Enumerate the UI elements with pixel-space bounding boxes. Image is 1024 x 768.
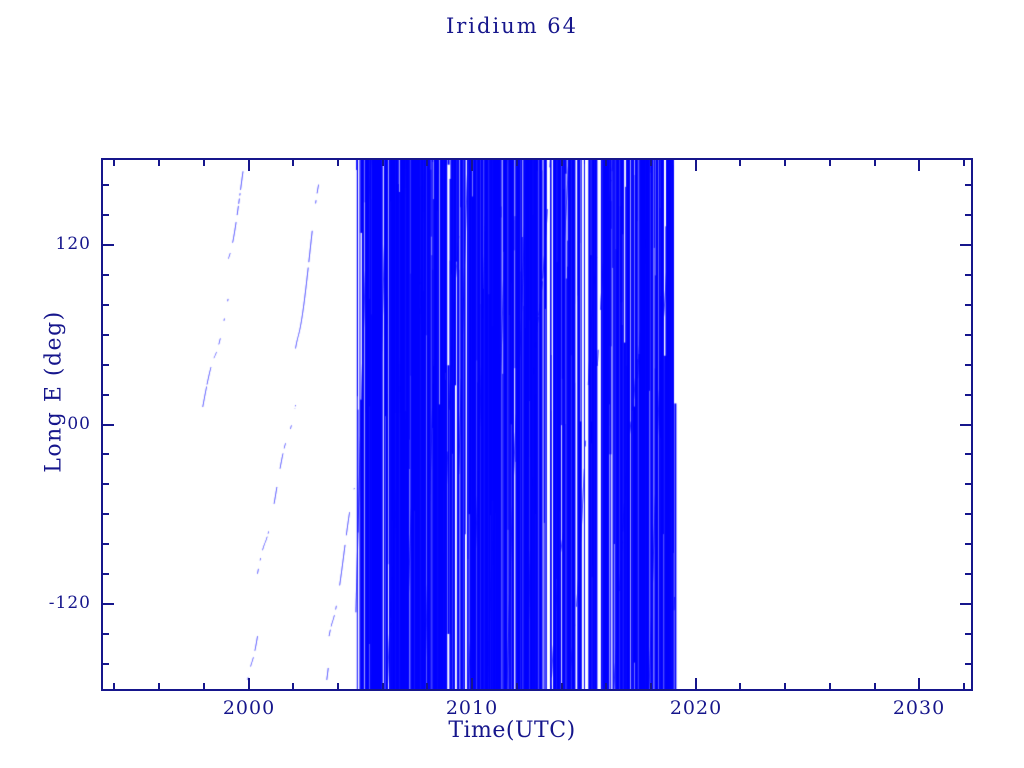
x-tick-top-2028	[874, 158, 876, 166]
x-tick-bottom-2018	[650, 683, 652, 691]
y-tick-right--20	[965, 453, 973, 455]
x-tick-label-2020: 2020	[669, 697, 723, 719]
page-title: Iridium 64	[445, 14, 579, 38]
y-tick-right--60	[965, 513, 973, 515]
x-tick-bottom-2004	[337, 683, 339, 691]
y-tick-right--40	[965, 483, 973, 485]
x-tick-top-2000	[248, 158, 250, 171]
y-tick-right--160	[965, 663, 973, 665]
x-tick-bottom-1998	[203, 683, 205, 691]
x-tick-top-2012	[516, 158, 518, 166]
x-tick-top-1994	[113, 158, 115, 166]
x-tick-bottom-1996	[158, 683, 160, 691]
y-tick-right-20	[965, 394, 973, 396]
x-tick-top-1996	[158, 158, 160, 166]
series-plot-canvas	[103, 160, 971, 689]
x-tick-label-2000: 2000	[222, 697, 276, 719]
y-tick--40	[101, 483, 109, 485]
y-tick-120	[101, 244, 114, 246]
y-tick-right-100	[965, 274, 973, 276]
x-tick-top-2014	[561, 158, 563, 166]
x-tick-bottom-2022	[739, 683, 741, 691]
x-tick-bottom-1994	[113, 683, 115, 691]
x-tick-bottom-2014	[561, 683, 563, 691]
x-tick-bottom-2028	[874, 683, 876, 691]
y-tick-right--100	[965, 573, 973, 575]
x-tick-bottom-2010	[471, 678, 473, 691]
y-tick--80	[101, 543, 109, 545]
x-tick-top-2022	[739, 158, 741, 166]
x-tick-bottom-2016	[605, 683, 607, 691]
x-tick-top-2004	[337, 158, 339, 166]
y-tick-160	[101, 184, 109, 186]
x-tick-top-2020	[695, 158, 697, 171]
y-tick-right-80	[965, 304, 973, 306]
x-tick-bottom-2032	[963, 683, 965, 691]
x-tick-bottom-2024	[784, 683, 786, 691]
y-tick-right-120	[960, 244, 973, 246]
x-tick-top-1998	[203, 158, 205, 166]
x-tick-bottom-2006	[382, 683, 384, 691]
x-tick-bottom-2008	[426, 683, 428, 691]
y-tick-20	[101, 394, 109, 396]
y-tick-80	[101, 304, 109, 306]
y-tick-0	[101, 424, 114, 426]
x-tick-top-2018	[650, 158, 652, 166]
x-tick-bottom-2026	[829, 683, 831, 691]
y-tick--60	[101, 513, 109, 515]
y-axis-title: Long E (deg)	[41, 310, 67, 473]
y-tick-60	[101, 334, 109, 336]
x-tick-top-2030	[918, 158, 920, 171]
y-tick-right--120	[960, 603, 973, 605]
y-tick-40	[101, 364, 109, 366]
x-tick-top-2002	[292, 158, 294, 166]
y-tick-right-140	[965, 214, 973, 216]
y-tick-right-60	[965, 334, 973, 336]
y-tick-right-160	[965, 184, 973, 186]
y-tick-140	[101, 214, 109, 216]
x-tick-top-2016	[605, 158, 607, 166]
y-tick-right-40	[965, 364, 973, 366]
y-tick-right--140	[965, 633, 973, 635]
x-tick-top-2006	[382, 158, 384, 166]
x-tick-top-2008	[426, 158, 428, 166]
x-tick-bottom-2030	[918, 678, 920, 691]
x-tick-bottom-2020	[695, 678, 697, 691]
y-tick--120	[101, 603, 114, 605]
x-tick-bottom-2012	[516, 683, 518, 691]
x-tick-bottom-2000	[248, 678, 250, 691]
x-tick-top-2024	[784, 158, 786, 166]
y-tick-label--120: -120	[48, 593, 91, 613]
x-tick-label-2010: 2010	[445, 697, 499, 719]
x-tick-top-2026	[829, 158, 831, 166]
y-tick-right-0	[960, 424, 973, 426]
y-tick-label-120: 120	[55, 234, 91, 254]
y-tick--20	[101, 453, 109, 455]
y-tick-right--80	[965, 543, 973, 545]
x-tick-label-2030: 2030	[892, 697, 946, 719]
y-tick-label-0: 00	[67, 414, 91, 434]
y-tick--140	[101, 633, 109, 635]
y-tick-100	[101, 274, 109, 276]
plot-area	[101, 158, 973, 691]
x-tick-top-2032	[963, 158, 965, 166]
x-axis-title: Time(UTC)	[448, 718, 576, 743]
x-tick-bottom-2002	[292, 683, 294, 691]
x-tick-top-2010	[471, 158, 473, 171]
y-tick--100	[101, 573, 109, 575]
y-tick--160	[101, 663, 109, 665]
